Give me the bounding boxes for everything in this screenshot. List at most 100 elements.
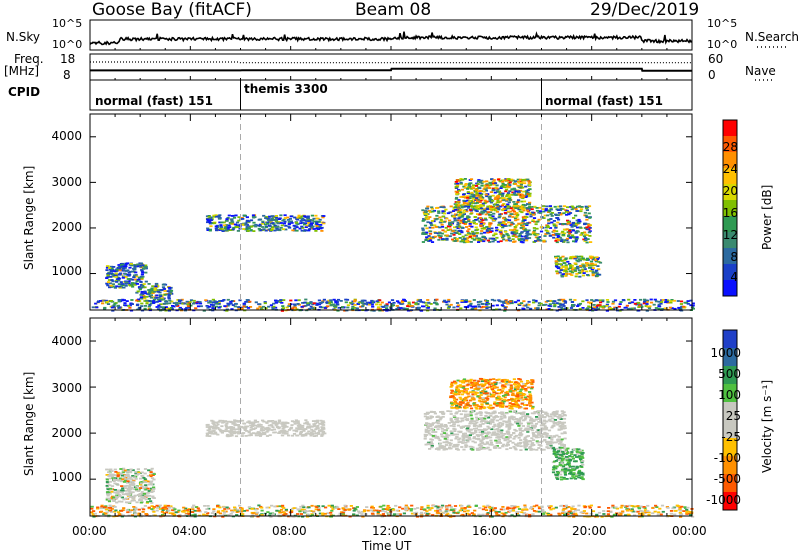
data-cell xyxy=(483,199,487,202)
data-cell xyxy=(472,425,477,427)
data-cell xyxy=(450,420,454,422)
data-cell xyxy=(314,420,318,422)
data-cell xyxy=(142,479,146,482)
data-cell xyxy=(145,300,149,303)
data-cell xyxy=(466,202,470,205)
data-cell xyxy=(433,412,437,415)
data-cell xyxy=(241,223,245,226)
data-cell xyxy=(661,299,665,301)
data-cell xyxy=(115,501,119,504)
data-cell xyxy=(523,217,527,220)
data-cell xyxy=(170,292,174,295)
data-cell xyxy=(467,228,471,230)
data-cell xyxy=(490,227,494,230)
data-cell xyxy=(281,307,285,309)
data-cell xyxy=(169,307,174,309)
data-cell xyxy=(270,219,274,222)
data-cell xyxy=(468,182,472,185)
data-cell xyxy=(484,420,488,423)
data-cell xyxy=(215,215,219,218)
data-cell xyxy=(493,203,498,206)
data-cell xyxy=(498,421,502,424)
data-cell xyxy=(475,447,479,450)
data-cell xyxy=(150,502,154,504)
data-cell xyxy=(506,192,511,194)
data-cell xyxy=(488,216,492,219)
data-cell xyxy=(267,428,271,431)
data-cell xyxy=(131,497,135,500)
data-cell xyxy=(559,303,563,306)
data-cell xyxy=(139,483,143,486)
data-cell xyxy=(206,227,210,230)
data-cell xyxy=(566,260,570,263)
data-cell xyxy=(300,221,305,224)
data-cell xyxy=(528,221,532,224)
data-cell xyxy=(579,265,583,267)
data-cell xyxy=(499,225,503,227)
data-cell xyxy=(466,199,470,202)
data-cell xyxy=(512,437,516,440)
data-cell xyxy=(518,181,522,184)
data-cell xyxy=(513,188,517,191)
data-cell xyxy=(478,217,482,219)
data-cell xyxy=(526,430,530,433)
data-cell xyxy=(508,239,512,242)
data-cell xyxy=(438,236,443,239)
data-cell xyxy=(284,421,288,424)
data-cell xyxy=(499,415,503,418)
data-cell xyxy=(516,184,520,187)
data-cell xyxy=(212,222,217,225)
data-cell xyxy=(574,267,578,269)
data-cell xyxy=(143,496,147,499)
data-cell xyxy=(646,306,650,308)
data-cell xyxy=(464,444,468,446)
data-cell xyxy=(595,274,600,277)
data-cell xyxy=(211,422,215,424)
data-cell xyxy=(538,236,542,238)
data-cell xyxy=(165,293,169,295)
data-cell xyxy=(557,239,561,241)
data-cell xyxy=(540,422,545,425)
data-cell xyxy=(503,437,507,440)
data-cell xyxy=(481,423,485,425)
data-cell xyxy=(414,302,418,304)
data-cell xyxy=(519,380,524,383)
data-cell xyxy=(490,209,494,212)
data-cell xyxy=(517,238,521,240)
data-cell xyxy=(557,235,561,237)
data-cell xyxy=(448,447,452,450)
data-cell xyxy=(497,440,501,443)
data-cell xyxy=(116,489,121,492)
data-cell xyxy=(300,229,304,232)
data-cell xyxy=(114,272,118,275)
data-cell xyxy=(449,424,453,427)
data-cell xyxy=(507,219,512,222)
data-cell xyxy=(264,226,268,229)
data-cell xyxy=(451,210,456,212)
data-cell xyxy=(454,208,458,211)
data-cell xyxy=(551,417,555,420)
data-cell xyxy=(529,447,533,450)
data-cell xyxy=(447,442,451,444)
data-cell xyxy=(312,435,316,437)
data-cell xyxy=(455,412,459,415)
data-cell xyxy=(483,184,487,187)
data-cell xyxy=(542,448,546,451)
data-cell xyxy=(277,218,282,220)
data-cell xyxy=(536,410,541,412)
data-cell xyxy=(453,229,457,232)
data-cell xyxy=(129,488,133,490)
data-cell xyxy=(508,229,513,231)
data-cell xyxy=(587,212,591,215)
data-cell xyxy=(493,239,497,241)
data-cell xyxy=(527,300,531,303)
data-cell xyxy=(231,228,235,231)
data-cell xyxy=(534,411,538,414)
data-cell xyxy=(236,230,240,232)
data-cell xyxy=(281,421,285,424)
data-cell xyxy=(563,431,567,434)
data-cell xyxy=(508,184,512,186)
data-cell xyxy=(162,283,166,286)
data-cell xyxy=(489,441,493,444)
data-cell xyxy=(140,496,144,499)
